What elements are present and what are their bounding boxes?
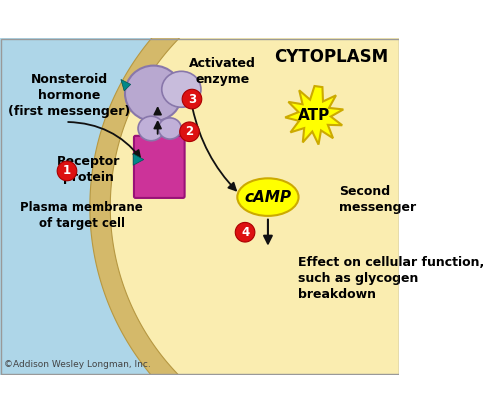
Text: Effect on cellular function,
such as glycogen
breakdown: Effect on cellular function, such as gly… <box>298 256 484 301</box>
Text: 3: 3 <box>187 93 196 106</box>
Text: 4: 4 <box>241 226 249 239</box>
Ellipse shape <box>125 66 182 121</box>
Ellipse shape <box>138 116 164 141</box>
Text: ©Addison Wesley Longman, Inc.: ©Addison Wesley Longman, Inc. <box>4 360 150 369</box>
Polygon shape <box>285 86 343 145</box>
Polygon shape <box>90 0 249 413</box>
Text: ATP: ATP <box>298 108 330 123</box>
Polygon shape <box>121 79 130 91</box>
Text: Receptor
protein: Receptor protein <box>57 155 120 184</box>
Circle shape <box>235 223 254 242</box>
Text: CYTOPLASM: CYTOPLASM <box>273 47 387 66</box>
Polygon shape <box>110 0 399 413</box>
Polygon shape <box>133 154 143 165</box>
Text: Plasma membrane
of target cell: Plasma membrane of target cell <box>20 202 143 230</box>
Text: Nonsteroid
hormone
(first messenger): Nonsteroid hormone (first messenger) <box>8 73 130 118</box>
Text: cAMP: cAMP <box>244 190 291 204</box>
Text: Activated
enzyme: Activated enzyme <box>188 57 255 85</box>
FancyArrowPatch shape <box>192 108 236 190</box>
Ellipse shape <box>158 118 181 139</box>
FancyBboxPatch shape <box>134 136 184 198</box>
Text: 2: 2 <box>185 125 193 138</box>
Circle shape <box>180 122 199 142</box>
Text: 1: 1 <box>63 164 71 178</box>
Text: Second
messenger: Second messenger <box>338 185 415 214</box>
Ellipse shape <box>237 178 298 216</box>
Ellipse shape <box>162 71 201 107</box>
Circle shape <box>57 161 77 181</box>
FancyArrowPatch shape <box>68 122 140 157</box>
Circle shape <box>182 89 202 109</box>
